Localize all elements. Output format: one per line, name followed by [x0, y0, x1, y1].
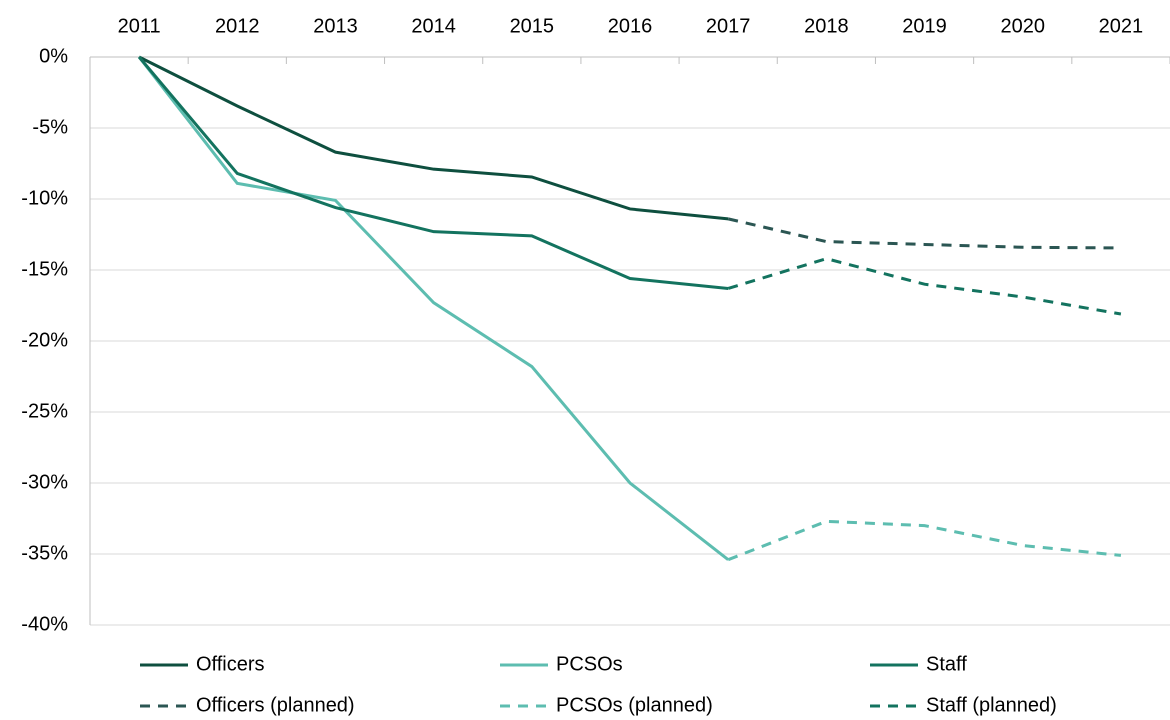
- y-tick-label: 0%: [39, 45, 68, 67]
- series-line: [727, 519, 1122, 562]
- legend-label: Officers: [196, 653, 265, 675]
- y-tick-label: -35%: [21, 542, 68, 564]
- y-tick-label: -30%: [21, 471, 68, 493]
- y-tick-label: -25%: [21, 400, 68, 422]
- series-line: [727, 217, 1121, 250]
- x-tick-label: 2016: [608, 15, 653, 37]
- x-tick-label: 2020: [1000, 15, 1045, 37]
- series-line: [137, 56, 730, 561]
- legend-label: Staff (planned): [926, 694, 1057, 716]
- x-tick-label: 2021: [1099, 15, 1144, 37]
- y-tick-label: -15%: [21, 258, 68, 280]
- x-tick-label: 2011: [118, 15, 161, 37]
- y-tick-label: -5%: [32, 116, 68, 138]
- series-line: [137, 56, 729, 290]
- y-tick-label: -40%: [21, 613, 68, 635]
- x-tick-label: 2019: [902, 15, 947, 37]
- y-tick-label: -10%: [21, 187, 68, 209]
- x-tick-label: 2014: [411, 15, 456, 37]
- x-tick-label: 2018: [804, 15, 849, 37]
- y-tick-label: -20%: [21, 329, 68, 351]
- x-tick-label: 2017: [706, 15, 751, 37]
- series-line: [138, 55, 729, 221]
- x-tick-label: 2015: [510, 15, 555, 37]
- legend-label: Staff: [926, 653, 967, 675]
- x-tick-label: 2013: [313, 15, 358, 37]
- series-line: [727, 257, 1122, 316]
- legend-label: PCSOs: [556, 653, 623, 675]
- x-tick-label: 2012: [215, 15, 260, 37]
- legend-label: Officers (planned): [196, 694, 355, 716]
- legend-label: PCSOs (planned): [556, 694, 713, 716]
